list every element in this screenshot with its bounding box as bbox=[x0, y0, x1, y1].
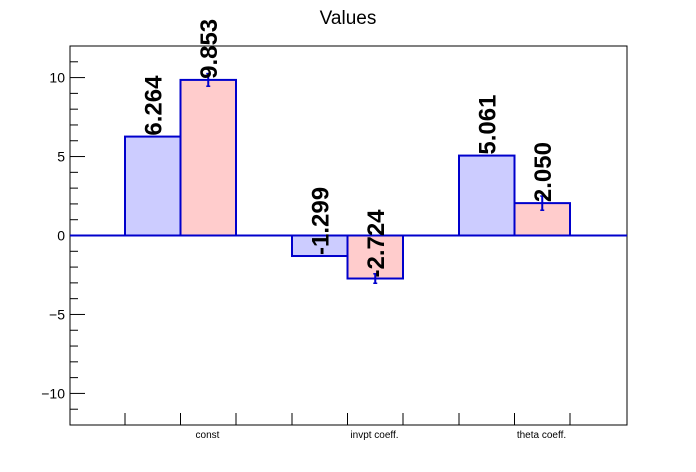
y-tick-label: −5 bbox=[49, 306, 65, 322]
data-label: -1.299 bbox=[308, 187, 335, 255]
data-label: 2.050 bbox=[530, 142, 557, 202]
data-label: 9.853 bbox=[196, 19, 223, 79]
category-label: invpt coeff. bbox=[350, 430, 398, 441]
chart-title: Values bbox=[320, 8, 377, 29]
bars bbox=[70, 78, 627, 280]
category-label: const bbox=[196, 430, 220, 441]
category-label: theta coeff. bbox=[517, 430, 566, 441]
error-bars bbox=[206, 72, 545, 285]
x-axis: const invpt coeff. theta coeff. bbox=[124, 413, 571, 441]
data-label: -2.724 bbox=[363, 209, 390, 278]
bar bbox=[179, 78, 237, 237]
data-label: 5.061 bbox=[475, 95, 502, 155]
y-tick-label: −10 bbox=[41, 385, 65, 401]
y-tick-label: 5 bbox=[57, 149, 65, 165]
data-label: 6.264 bbox=[141, 75, 168, 136]
data-labels: 6.264 -1.299 5.061 9.853 -2.724 2.050 bbox=[141, 19, 558, 278]
bar bbox=[124, 135, 182, 237]
y-tick-label: 0 bbox=[57, 228, 65, 244]
y-tick-label: 10 bbox=[49, 70, 65, 86]
bar bbox=[458, 154, 516, 237]
